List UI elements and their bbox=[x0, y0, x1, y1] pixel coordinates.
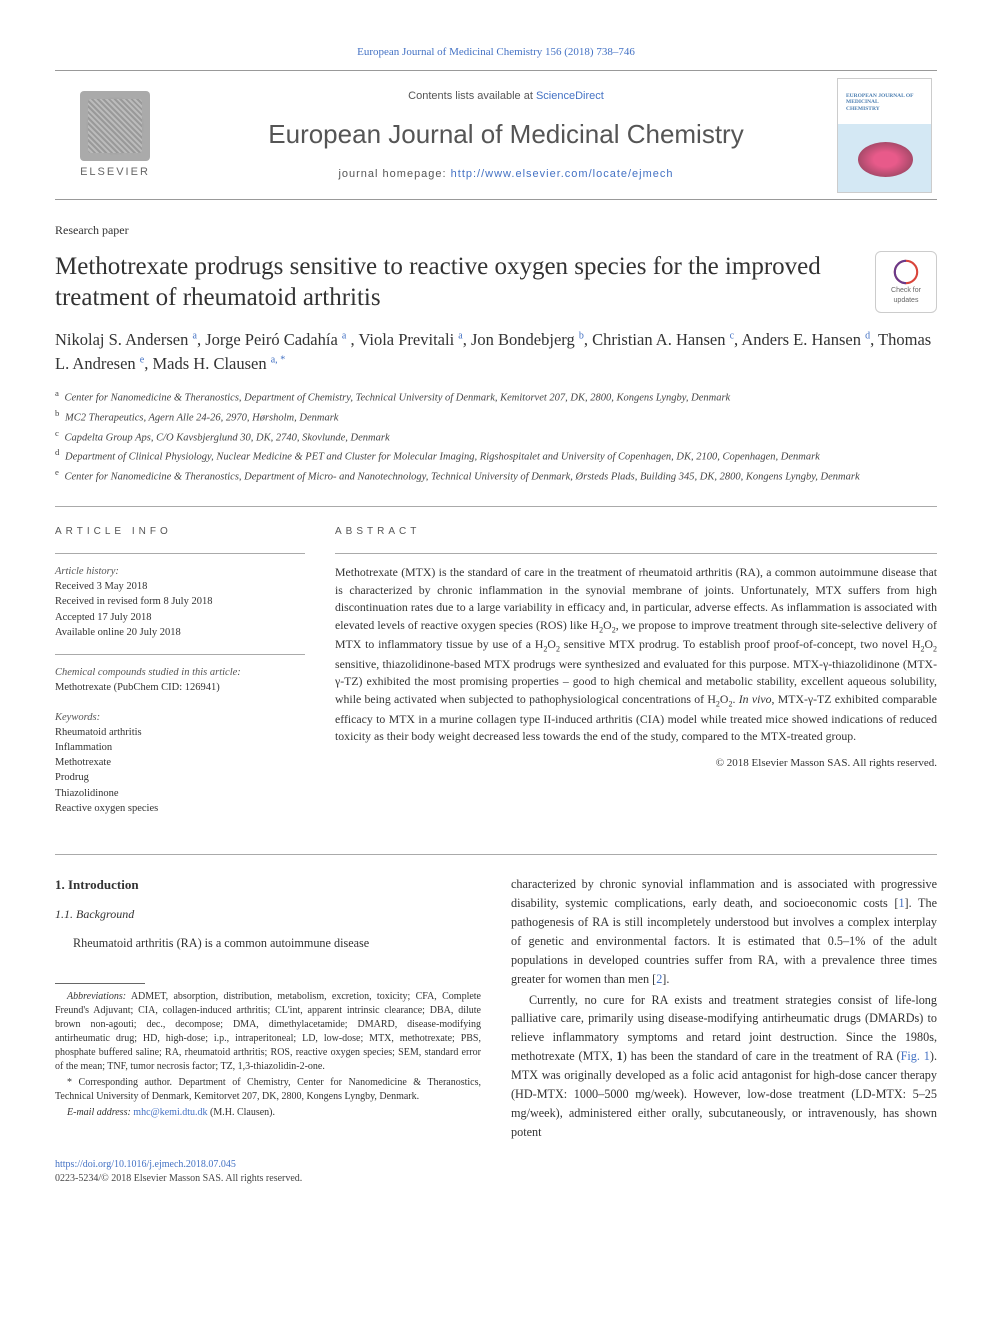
para-3: Currently, no cure for RA exists and tre… bbox=[511, 991, 937, 1142]
compounds-label: Chemical compounds studied in this artic… bbox=[55, 665, 305, 680]
keywords-block: Keywords: Rheumatoid arthritisInflammati… bbox=[55, 710, 305, 817]
para-1: Rheumatoid arthritis (RA) is a common au… bbox=[55, 934, 481, 953]
history-label: Article history: bbox=[55, 564, 305, 579]
elsevier-name: ELSEVIER bbox=[80, 165, 150, 180]
email-link[interactable]: mhc@kemi.dtu.dk bbox=[133, 1107, 207, 1118]
updates-line1: Check for bbox=[891, 286, 921, 296]
contents-available: Contents lists available at ScienceDirec… bbox=[185, 89, 827, 104]
elsevier-tree-icon bbox=[80, 91, 150, 161]
email-label: E-mail address: bbox=[67, 1107, 131, 1118]
homepage-prefix: journal homepage: bbox=[338, 168, 450, 180]
abstract-label: ABSTRACT bbox=[335, 525, 937, 539]
intro-heading: 1. Introduction bbox=[55, 875, 481, 895]
journal-homepage: journal homepage: http://www.elsevier.co… bbox=[185, 167, 827, 182]
background-heading: 1.1. Background bbox=[55, 905, 481, 924]
footnote-rule bbox=[55, 983, 145, 984]
info-abstract-row: ARTICLE INFO Article history: Received 3… bbox=[55, 506, 937, 830]
affiliation-line: e Center for Nanomedicine & Theranostics… bbox=[55, 466, 937, 486]
body-col-left: 1. Introduction 1.1. Background Rheumato… bbox=[55, 875, 481, 1144]
article-info-label: ARTICLE INFO bbox=[55, 525, 305, 539]
compounds-value: Methotrexate (PubChem CID: 126941) bbox=[55, 680, 305, 695]
article-info-col: ARTICLE INFO Article history: Received 3… bbox=[55, 525, 305, 830]
top-citation-link[interactable]: European Journal of Medicinal Chemistry … bbox=[357, 46, 635, 58]
para-2: characterized by chronic synovial inflam… bbox=[511, 875, 937, 988]
keywords-label: Keywords: bbox=[55, 710, 305, 725]
abstract-copyright: © 2018 Elsevier Masson SAS. All rights r… bbox=[335, 756, 937, 771]
keyword: Rheumatoid arthritis bbox=[55, 725, 305, 740]
keyword: Reactive oxygen species bbox=[55, 801, 305, 816]
email-footnote: E-mail address: mhc@kemi.dtu.dk (M.H. Cl… bbox=[55, 1106, 481, 1120]
article-title: Methotrexate prodrugs sensitive to react… bbox=[55, 251, 855, 314]
article-type: Research paper bbox=[55, 222, 937, 239]
doi-line: https://doi.org/10.1016/j.ejmech.2018.07… bbox=[55, 1158, 937, 1172]
check-updates-badge[interactable]: Check for updates bbox=[875, 251, 937, 313]
abstract-text: Methotrexate (MTX) is the standard of ca… bbox=[335, 564, 937, 746]
section-separator bbox=[55, 854, 937, 855]
doi-copyright: 0223-5234/© 2018 Elsevier Masson SAS. Al… bbox=[55, 1172, 937, 1186]
email-suffix: (M.H. Clausen). bbox=[208, 1107, 276, 1118]
affiliations: a Center for Nanomedicine & Theranostics… bbox=[55, 387, 937, 486]
updates-line2: updates bbox=[894, 296, 919, 306]
keyword: Inflammation bbox=[55, 740, 305, 755]
history-line: Accepted 17 July 2018 bbox=[55, 610, 305, 625]
article-history: Article history: Received 3 May 2018Rece… bbox=[55, 564, 305, 640]
body-columns: 1. Introduction 1.1. Background Rheumato… bbox=[55, 875, 937, 1144]
title-row: Methotrexate prodrugs sensitive to react… bbox=[55, 251, 937, 314]
journal-name: European Journal of Medicinal Chemistry bbox=[185, 116, 827, 152]
body-col-right: characterized by chronic synovial inflam… bbox=[511, 875, 937, 1144]
affiliation-line: b MC2 Therapeutics, Agern Alle 24-26, 29… bbox=[55, 407, 937, 427]
abstract-col: ABSTRACT Methotrexate (MTX) is the stand… bbox=[335, 525, 937, 830]
doi-link[interactable]: https://doi.org/10.1016/j.ejmech.2018.07… bbox=[55, 1159, 236, 1170]
elsevier-logo: ELSEVIER bbox=[55, 91, 175, 180]
corresponding-footnote: * Corresponding author. Department of Ch… bbox=[55, 1076, 481, 1104]
page-root: European Journal of Medicinal Chemistry … bbox=[0, 0, 992, 1231]
history-line: Received 3 May 2018 bbox=[55, 579, 305, 594]
history-line: Received in revised form 8 July 2018 bbox=[55, 594, 305, 609]
contents-prefix: Contents lists available at bbox=[408, 90, 536, 102]
abbrev-text: ADMET, absorption, distribution, metabol… bbox=[55, 991, 481, 1072]
top-citation: European Journal of Medicinal Chemistry … bbox=[55, 45, 937, 60]
keyword: Thiazolidinone bbox=[55, 786, 305, 801]
masthead-center: Contents lists available at ScienceDirec… bbox=[175, 79, 837, 192]
masthead: ELSEVIER Contents lists available at Sci… bbox=[55, 70, 937, 200]
affiliation-line: a Center for Nanomedicine & Theranostics… bbox=[55, 387, 937, 407]
footnotes: Abbreviations: ADMET, absorption, distri… bbox=[55, 990, 481, 1120]
abbrev-label: Abbreviations: bbox=[67, 991, 126, 1002]
keyword: Prodrug bbox=[55, 770, 305, 785]
journal-cover-thumb bbox=[837, 78, 932, 193]
compounds-block: Chemical compounds studied in this artic… bbox=[55, 665, 305, 695]
abbrev-footnote: Abbreviations: ADMET, absorption, distri… bbox=[55, 990, 481, 1074]
updates-icon bbox=[892, 258, 920, 286]
keyword: Methotrexate bbox=[55, 755, 305, 770]
affiliation-line: d Department of Clinical Physiology, Nuc… bbox=[55, 446, 937, 466]
affiliation-line: c Capdelta Group Aps, C/O Kavsbjerglund … bbox=[55, 427, 937, 447]
history-line: Available online 20 July 2018 bbox=[55, 625, 305, 640]
homepage-link[interactable]: http://www.elsevier.com/locate/ejmech bbox=[451, 168, 674, 180]
sciencedirect-link[interactable]: ScienceDirect bbox=[536, 90, 604, 102]
authors: Nikolaj S. Andersen a, Jorge Peiró Cadah… bbox=[55, 328, 937, 378]
